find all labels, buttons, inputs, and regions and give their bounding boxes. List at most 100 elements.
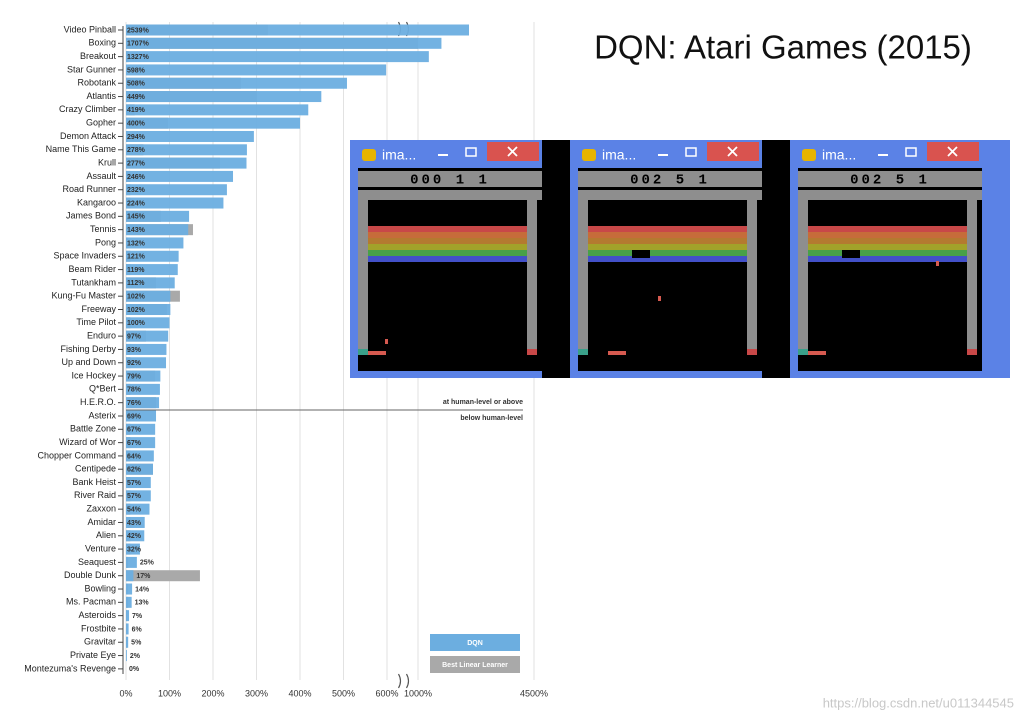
bar [126,104,309,116]
bar [126,623,129,635]
value-label: 93% [127,347,142,354]
bar [126,64,387,76]
y-tick-label: Space Invaders [53,251,116,261]
y-tick-label: Zaxxon [86,504,116,514]
separator [542,140,570,378]
bar [126,77,347,89]
window-title: ima... [602,147,636,163]
value-label: 64% [127,453,142,460]
window-title: ima... [382,147,416,163]
bar [126,477,151,489]
value-label: 17% [136,573,151,580]
y-tick-label: Amidar [87,517,116,527]
game-window: ima... 002 5 1 [570,140,790,378]
brick-row [368,250,527,256]
ball [385,339,388,344]
bar [126,357,167,369]
bar [126,530,145,542]
wall-right [747,190,757,355]
value-label: 5% [131,640,142,647]
y-tick-label: Boxing [88,38,116,48]
value-label: 132% [127,240,146,247]
wall-left-end [798,349,808,355]
score-bar [358,171,542,187]
wall-left-end [358,349,368,355]
brick-row [588,256,747,262]
value-label: 67% [127,440,142,447]
value-label: 2% [130,653,141,660]
bar [126,650,127,662]
bar [126,516,145,528]
bar [126,383,160,395]
bar [126,24,470,36]
x-tick-label: 4500% [520,688,548,698]
wall-right [527,190,537,355]
value-label: 232% [127,187,146,194]
y-tick-label: Freeway [81,304,116,314]
game-window: ima... 000 1 1 [350,140,570,378]
bar [126,197,224,209]
bar [126,450,154,462]
wall-left-end [578,349,588,355]
value-label: 0% [129,666,140,673]
y-tick-label: Montezuma's Revenge [24,663,116,673]
bar [126,317,170,329]
bar [126,596,132,608]
value-label: 69% [127,413,142,420]
game-screen [798,168,982,371]
value-label: 102% [127,307,146,314]
wall-right [967,190,977,355]
value-label: 278% [127,147,146,154]
value-label: 224% [127,200,146,207]
brick-row [588,250,747,256]
y-tick-label: James Bond [66,211,116,221]
bar [126,610,130,622]
brick-row [368,238,527,244]
y-tick-label: Q*Bert [89,384,117,394]
x-tick-label: 200% [201,688,224,698]
bar [126,237,184,249]
y-tick-label: Venture [85,543,116,553]
y-tick-label: Bank Heist [72,477,116,487]
window-icon [582,149,596,161]
bar [126,410,157,422]
minimize-button [878,154,888,156]
bar [126,397,160,409]
brick-row [808,250,967,256]
brick-row [368,232,527,238]
bar [126,51,429,63]
y-tick-label: Kung-Fu Master [51,291,116,301]
value-label: 2539% [127,27,150,34]
score: 000 1 1 [410,173,490,189]
wall-top [798,190,982,200]
value-label: 246% [127,174,146,181]
y-tick-label: Centipede [75,464,116,474]
value-label: 449% [127,94,146,101]
x-tick-label: 600% [375,688,398,698]
watermark: https://blog.csdn.net/u011344545 [823,695,1014,710]
value-label: 6% [132,626,143,633]
legend-label: DQN [467,640,483,647]
y-tick-label: Beam Rider [68,264,116,274]
y-tick-label: Private Eye [70,650,116,660]
y-tick-label: Star Gunner [67,64,116,74]
y-tick-label: Alien [96,530,116,540]
y-tick-label: Atlantis [86,91,116,101]
value-label: 1327% [127,54,150,61]
value-label: 32% [127,546,142,553]
brick-row [808,232,967,238]
y-tick-label: H.E.R.O. [80,397,116,407]
bar [126,570,200,582]
game-window: ima... 002 5 1 [790,140,1010,378]
y-tick-label: Asteroids [78,610,116,620]
bar [126,130,254,142]
annotation: below human-level [460,415,523,422]
brick-row [808,244,967,250]
bar [126,636,129,648]
maximize-button [685,147,697,157]
bar [126,543,140,555]
maximize-button [465,147,477,157]
value-label: 119% [127,267,145,274]
wall-left [798,190,808,355]
brick-gap [842,250,860,258]
